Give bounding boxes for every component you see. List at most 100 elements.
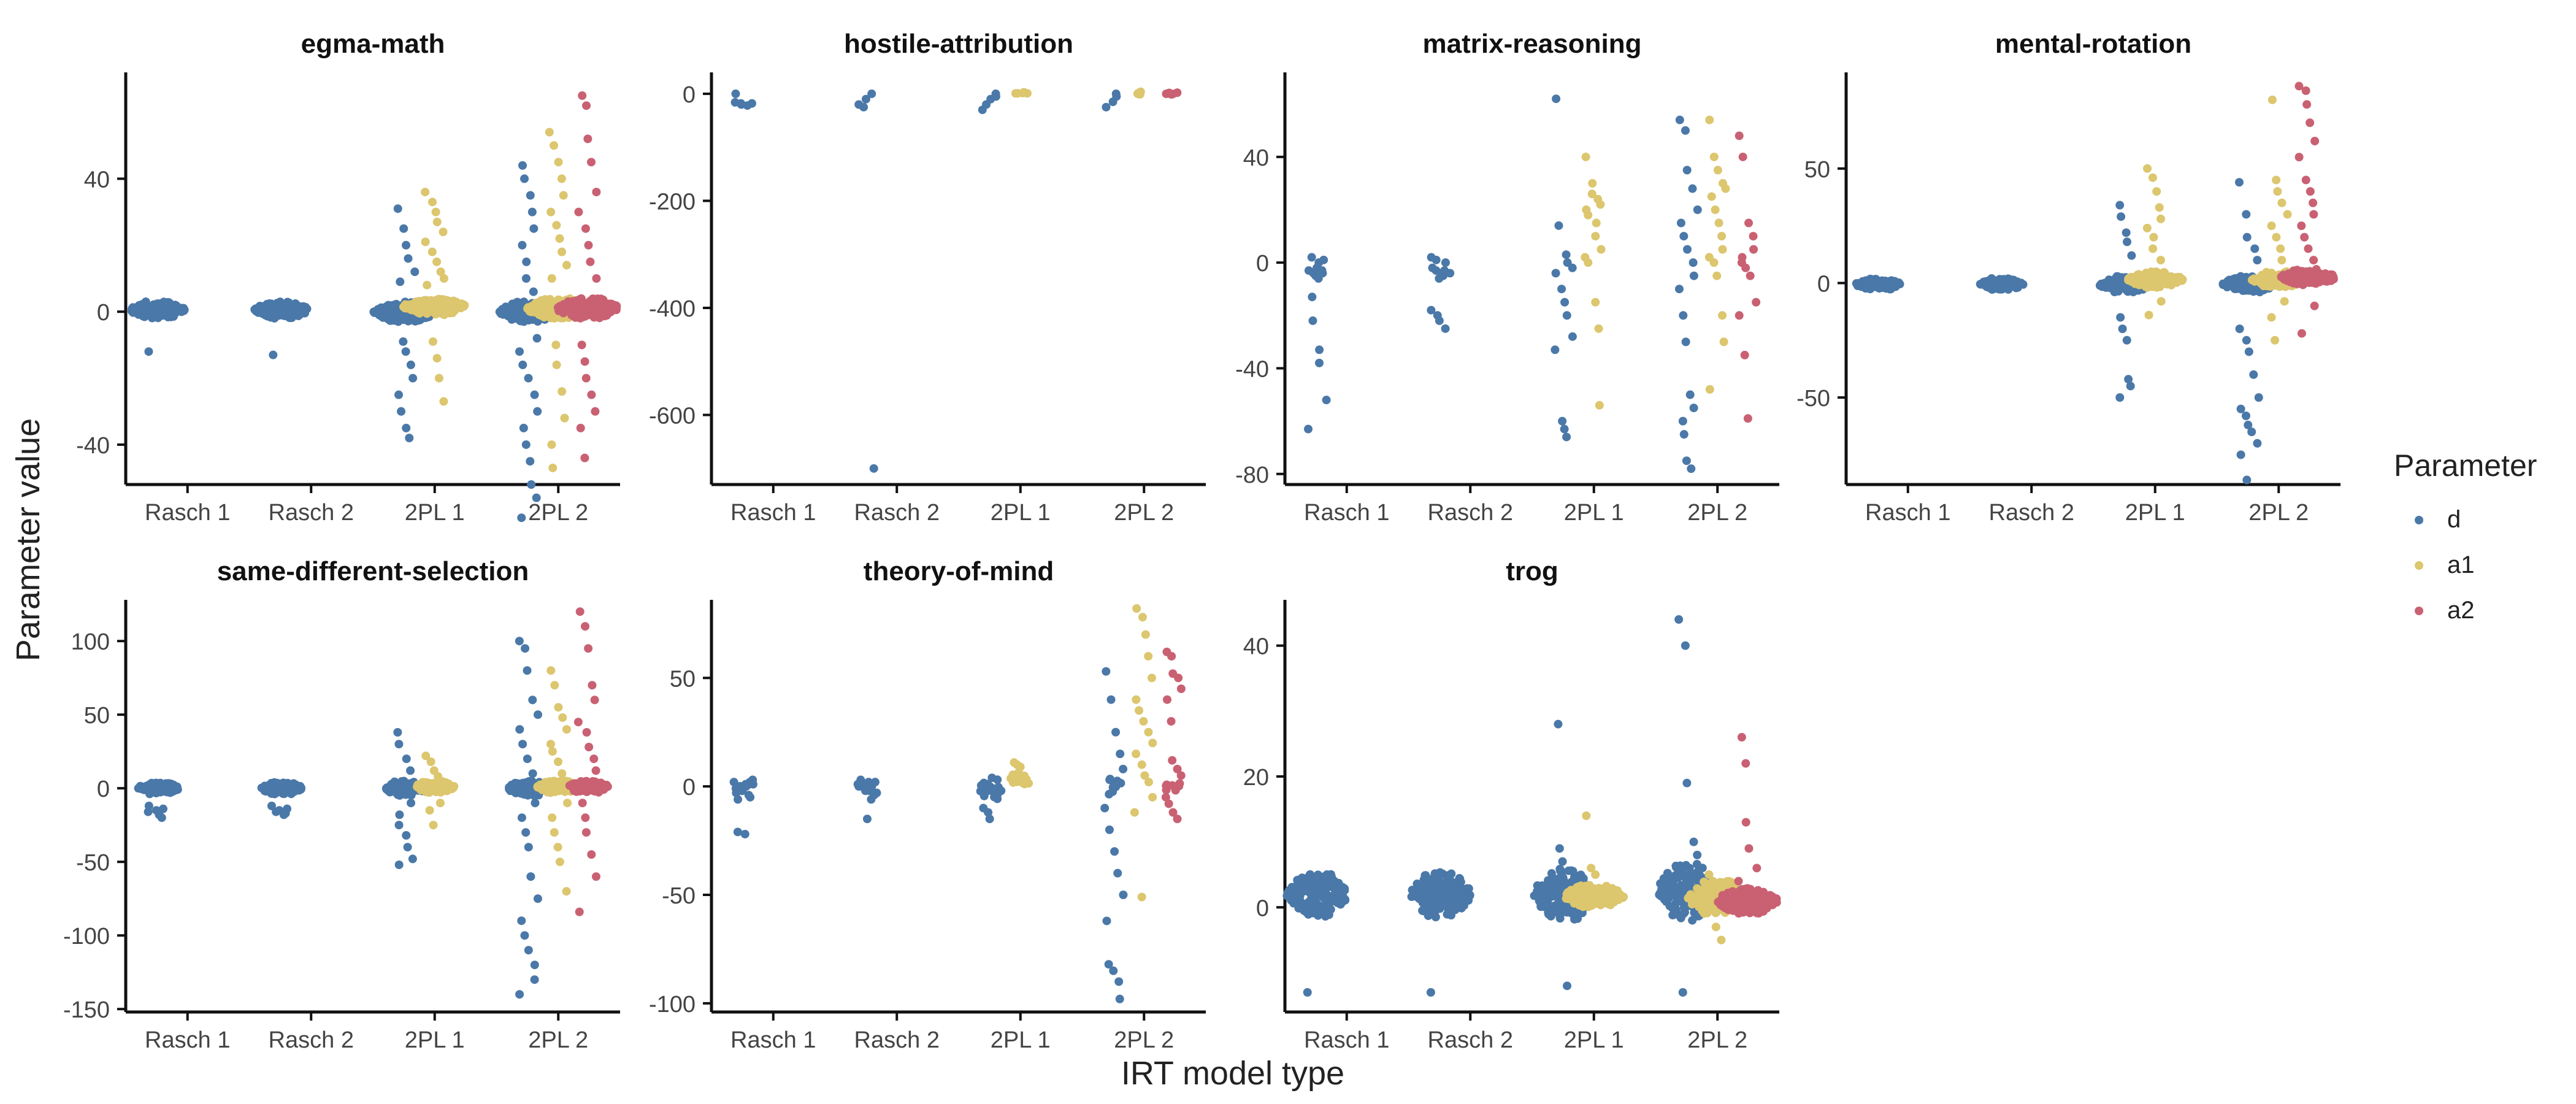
data-point	[546, 207, 556, 217]
data-point	[559, 191, 568, 200]
data-point	[164, 297, 173, 307]
data-point	[497, 309, 506, 318]
data-point	[2309, 198, 2318, 207]
data-point	[551, 340, 561, 350]
data-point	[377, 310, 386, 319]
data-point	[1144, 778, 1153, 787]
data-point	[2143, 164, 2152, 173]
data-point	[428, 337, 437, 346]
y-tick-label: -50	[662, 883, 696, 909]
data-point	[272, 807, 281, 816]
data-point	[551, 777, 561, 786]
x-tick-label: Rasch 1	[730, 500, 816, 526]
data-point	[1595, 401, 1604, 410]
data-point	[272, 301, 282, 310]
data-point	[521, 274, 531, 283]
data-point	[1741, 263, 1750, 272]
legend-title: Parameter	[2394, 448, 2537, 483]
data-point	[515, 990, 524, 999]
data-point	[2267, 95, 2277, 104]
data-point	[1693, 851, 1702, 859]
data-point	[2309, 256, 2318, 265]
data-point	[540, 780, 550, 789]
data-point	[1137, 760, 1146, 769]
data-point	[427, 247, 437, 256]
data-point	[434, 772, 443, 781]
data-point	[1581, 152, 1590, 161]
data-point	[1674, 615, 1684, 624]
data-point	[2277, 256, 2287, 265]
data-point	[1693, 205, 1702, 214]
data-point	[405, 434, 414, 443]
data-point	[2250, 244, 2260, 253]
data-point	[557, 174, 566, 183]
data-point	[432, 295, 442, 304]
data-point	[2155, 203, 2164, 212]
data-point	[1109, 966, 1118, 975]
data-point	[554, 703, 563, 712]
data-point	[2116, 313, 2125, 322]
data-point	[746, 792, 755, 802]
data-point	[439, 228, 448, 237]
data-point	[1674, 285, 1684, 294]
data-point	[517, 513, 526, 523]
data-point	[524, 374, 533, 383]
panel-title: same-different-selection	[217, 556, 529, 586]
data-point	[431, 207, 440, 217]
data-point	[1318, 269, 1327, 278]
data-point	[408, 854, 417, 864]
data-point	[1573, 912, 1582, 921]
data-point	[399, 312, 408, 321]
data-point	[1324, 896, 1333, 905]
data-point	[989, 787, 998, 796]
data-point	[404, 254, 413, 263]
data-point	[2310, 137, 2320, 145]
data-point	[1990, 280, 1999, 289]
y-tick-label: 0	[683, 775, 696, 800]
data-point	[532, 334, 542, 343]
data-point	[1113, 868, 1122, 878]
data-point	[731, 89, 740, 98]
data-point	[399, 337, 408, 346]
data-point	[2273, 187, 2282, 196]
legend-label-a1: a1	[2447, 551, 2475, 578]
data-point	[529, 224, 539, 233]
data-point	[1600, 883, 1609, 892]
data-point	[2142, 223, 2152, 232]
data-point	[2236, 450, 2245, 459]
data-point	[1609, 889, 1619, 899]
data-point	[2272, 175, 2281, 185]
data-point	[533, 894, 542, 903]
data-point	[548, 813, 557, 822]
data-point	[1861, 276, 1871, 285]
data-point	[1693, 884, 1702, 893]
data-point	[410, 267, 420, 277]
data-point	[1100, 803, 1110, 813]
data-point	[1594, 324, 1603, 333]
data-point	[512, 314, 521, 323]
data-point	[546, 297, 556, 306]
data-point	[1137, 892, 1146, 902]
data-point	[1681, 337, 1690, 347]
data-point	[1432, 255, 1441, 264]
data-point	[552, 221, 561, 230]
data-point	[517, 813, 526, 822]
data-point	[1740, 350, 1749, 359]
data-point	[2306, 278, 2315, 287]
data-point	[2118, 324, 2127, 334]
data-point	[547, 274, 556, 283]
data-point	[1765, 891, 1774, 900]
data-point	[1560, 297, 1570, 307]
data-point	[2249, 370, 2258, 379]
data-point	[1413, 880, 1422, 889]
data-point	[1316, 903, 1325, 912]
data-point	[157, 813, 166, 822]
panel-title: trog	[1506, 556, 1558, 586]
data-point	[591, 778, 600, 787]
data-point	[526, 782, 535, 791]
data-point	[581, 224, 590, 233]
data-point	[2306, 118, 2315, 128]
data-point	[1584, 210, 1593, 220]
data-point	[385, 788, 394, 797]
data-point	[1446, 269, 1455, 278]
